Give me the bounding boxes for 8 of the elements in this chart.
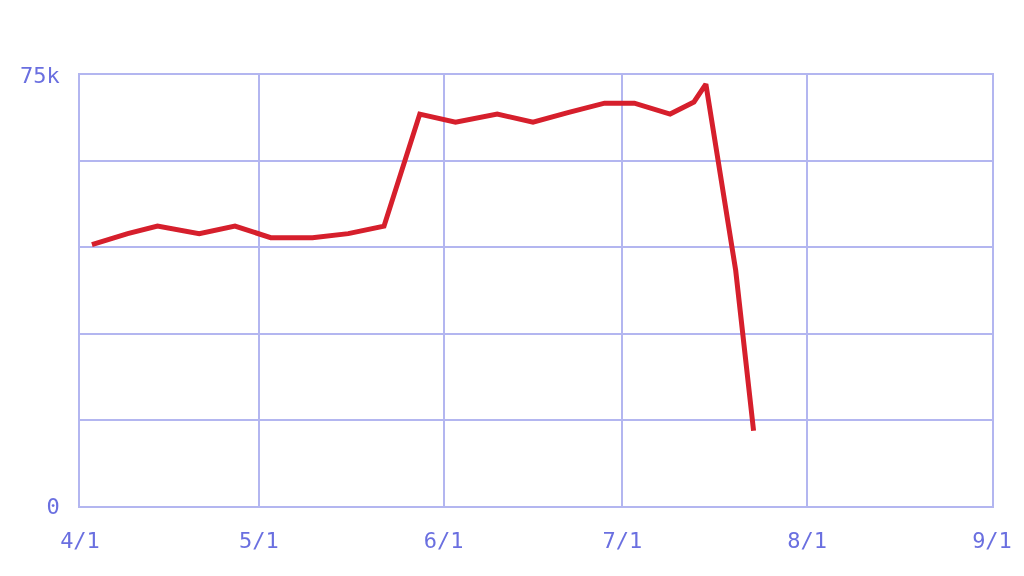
x-tick-label: 4/1 (60, 528, 100, 554)
y-tick-label: 75k (20, 62, 60, 88)
x-tick-label: 5/1 (238, 528, 279, 554)
x-tick-label: 6/1 (423, 528, 464, 554)
x-tick-label: 7/1 (602, 528, 643, 554)
x-tick-label: 9/1 (972, 528, 1012, 554)
x-tick-label: 8/1 (787, 528, 828, 554)
y-tick-label: 0 (46, 493, 60, 519)
